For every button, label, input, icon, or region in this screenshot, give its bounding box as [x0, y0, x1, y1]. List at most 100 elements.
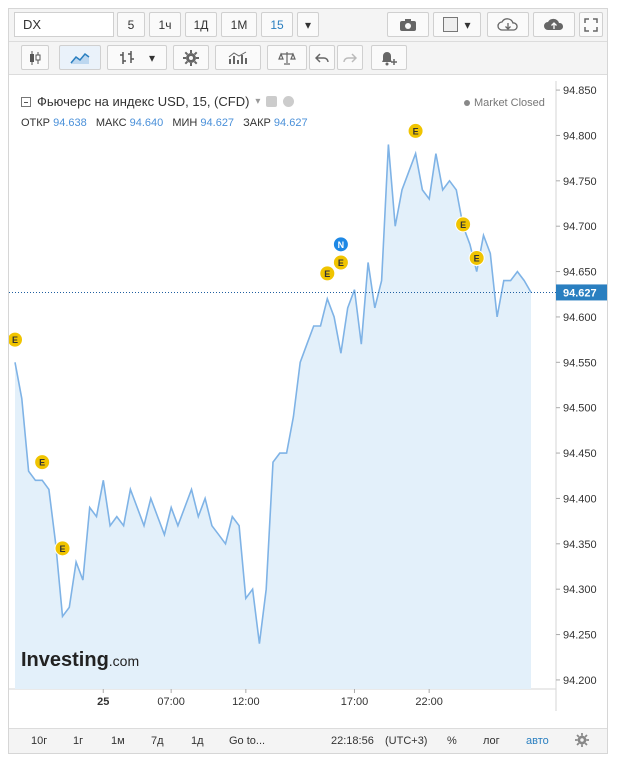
range-7d-button[interactable]: 7д [151, 735, 164, 747]
y-tick-label: 94.600 [563, 312, 597, 324]
current-price-tag [556, 284, 607, 301]
x-tick-label: 25 [97, 696, 109, 708]
economic-event-marker[interactable] [319, 265, 336, 282]
high-value: 94.640 [129, 117, 164, 129]
fullscreen-button[interactable] [579, 12, 603, 37]
economic-event-marker[interactable] [332, 254, 349, 271]
camera-icon [400, 18, 416, 31]
event-marker-label: E [338, 258, 344, 268]
load-cloud-button[interactable] [487, 12, 529, 37]
fullscreen-icon [584, 17, 598, 32]
open-value: 94.638 [53, 117, 87, 129]
square-icon [443, 17, 459, 32]
economic-event-marker[interactable] [455, 216, 472, 233]
timezone-button[interactable]: (UTC+3) [385, 735, 428, 747]
save-cloud-button[interactable] [533, 12, 575, 37]
event-marker-label: E [324, 269, 330, 279]
gear-icon[interactable] [283, 96, 295, 107]
chart-style-button[interactable]: ▾ [433, 12, 481, 37]
low-label: МИН [172, 117, 198, 129]
area-chart-icon [70, 52, 90, 64]
event-marker-label: E [460, 220, 466, 230]
interval-1m-button[interactable]: 1М [221, 12, 257, 37]
high-label: МАКС [95, 117, 127, 129]
chevron-down-icon[interactable]: ▾ [255, 96, 261, 107]
add-alert-button[interactable] [371, 45, 407, 70]
y-tick-label: 94.400 [563, 493, 597, 505]
indicators-button[interactable] [215, 45, 261, 70]
y-tick-label: 94.350 [563, 539, 597, 551]
close-value: 94.627 [273, 117, 308, 129]
event-marker-label: E [60, 544, 66, 554]
interval-1d-button[interactable]: 1Д [185, 12, 217, 37]
economic-event-marker[interactable] [9, 331, 23, 348]
top-toolbar: DX 5 1ч 1Д 1М 15 ▾ ▾ [9, 9, 607, 42]
area-chart-button[interactable] [59, 45, 101, 70]
compare-button[interactable]: ▾ [107, 45, 167, 70]
redo-icon [343, 52, 357, 63]
event-marker-label: N [338, 240, 345, 250]
x-tick-label: 07:00 [157, 696, 185, 708]
interval-1h-button[interactable]: 1ч [149, 12, 181, 37]
percent-scale-button[interactable]: % [447, 735, 457, 747]
interval-dropdown-button[interactable]: ▾ [297, 12, 319, 37]
price-area-fill [15, 144, 531, 689]
chevron-down-icon: ▾ [464, 17, 471, 32]
economic-event-marker[interactable] [468, 249, 485, 266]
auto-scale-button[interactable]: авто [526, 735, 549, 747]
ohlc-readout: ОТКР 94.638 МАКС 94.640 МИН 94.627 ЗАКР … [21, 117, 314, 129]
redo-button[interactable] [337, 45, 363, 70]
bars-icon [119, 50, 134, 64]
log-scale-button[interactable]: лог [483, 735, 500, 747]
x-tick-label: 22:00 [415, 696, 443, 708]
clock-time: 22:18:56 [331, 735, 374, 747]
symbol-input[interactable]: DX [14, 12, 114, 37]
current-price-label: 94.627 [563, 287, 597, 299]
y-tick-label: 94.500 [563, 403, 597, 415]
y-tick-label: 94.750 [563, 176, 597, 188]
price-line[interactable] [14, 144, 532, 644]
gear-icon[interactable] [575, 733, 589, 747]
y-tick-label: 94.850 [563, 85, 597, 97]
bell-plus-icon [382, 51, 397, 65]
candlestick-icon [30, 50, 41, 65]
chart-widget: DX 5 1ч 1Д 1М 15 ▾ ▾ [8, 8, 608, 754]
interval-15-button[interactable]: 15 [261, 12, 293, 37]
y-tick-label: 94.700 [563, 221, 597, 233]
y-tick-label: 94.650 [563, 267, 597, 279]
y-tick-label: 94.200 [563, 675, 597, 687]
collapse-icon[interactable] [21, 96, 31, 107]
range-1m-button[interactable]: 1м [111, 735, 125, 747]
scale-button[interactable] [267, 45, 307, 70]
screenshot-button[interactable] [387, 12, 429, 37]
economic-event-marker[interactable] [407, 122, 424, 139]
news-event-marker[interactable] [332, 236, 349, 253]
bottom-bar: 10г 1г 1м 7д 1д Go to... 22:18:56 (UTC+3… [9, 728, 607, 753]
interval-5-button[interactable]: 5 [117, 12, 145, 37]
event-marker-label: E [12, 335, 18, 345]
x-tick-label: 17:00 [341, 696, 369, 708]
open-label: ОТКР [21, 117, 51, 129]
undo-button[interactable] [309, 45, 335, 70]
cloud-upload-icon [544, 18, 564, 30]
economic-event-marker[interactable] [34, 454, 51, 471]
price-chart[interactable]: 94.850 94.800 94.750 94.700 94.650 94.600 94.5… [9, 81, 607, 721]
close-label: ЗАКР [243, 117, 271, 129]
candles-button[interactable] [21, 45, 49, 70]
settings-button[interactable] [173, 45, 209, 70]
y-tick-label: 94.800 [563, 130, 597, 142]
y-tick-label: 94.250 [563, 630, 597, 642]
y-tick-label: 94.450 [563, 448, 597, 460]
economic-event-marker[interactable] [54, 540, 71, 557]
y-tick-label: 94.300 [563, 584, 597, 596]
goto-button[interactable]: Go to... [229, 735, 266, 747]
range-1d-button[interactable]: 1д [191, 735, 204, 747]
gear-icon [183, 49, 199, 66]
chevron-down-icon: ▾ [304, 17, 312, 32]
eye-icon[interactable] [266, 96, 278, 107]
chart-area[interactable]: 94.850 94.800 94.750 94.700 94.650 94.600 94.5… [9, 81, 607, 721]
range-10y-button[interactable]: 10г [31, 735, 48, 747]
cloud-download-icon [497, 17, 518, 31]
range-1y-button[interactable]: 1г [73, 735, 84, 747]
y-tick-label: 94.550 [563, 357, 597, 369]
